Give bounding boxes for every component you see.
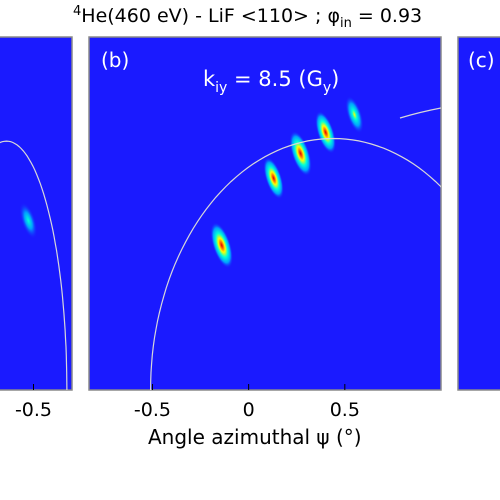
- panel-b-x-ticks: -0.5 0 0.5: [134, 384, 360, 421]
- panel-a-background: [0, 36, 73, 391]
- title-main: He(460 eV) - LiF <110> ;: [81, 5, 327, 27]
- panel-b-label: (b): [101, 48, 129, 72]
- diffraction-spot: [210, 222, 234, 269]
- panel-a-ring-curve: [0, 140, 68, 390]
- x-tick-label: -0.5: [15, 399, 52, 421]
- chart-title: 4He(460 eV) - LiF <110> ; φin = 0.93: [73, 4, 422, 31]
- panel-b-ring-curve: [150, 137, 441, 390]
- panel-b-background: [88, 36, 442, 391]
- diffraction-spot: [289, 130, 312, 177]
- title-tail: = 0.93: [352, 5, 422, 27]
- annotation-k-subscript: iy: [215, 80, 227, 96]
- annotation-k: k: [203, 67, 216, 91]
- panel-b-spots: [210, 95, 441, 269]
- panel-a-spots: [19, 202, 38, 239]
- annotation-value: = 8.5 (G: [227, 67, 322, 91]
- panel-c-label: (c): [468, 48, 495, 72]
- annotation-g-subscript: y: [323, 80, 331, 96]
- diffraction-spot: [345, 95, 364, 134]
- panel-c: (c): [457, 36, 500, 391]
- panel-b-ring-tail: [399, 107, 441, 119]
- panel-a: -0.5: [0, 36, 73, 421]
- title-superscript: 4: [73, 4, 81, 19]
- panel-c-background: [457, 36, 500, 391]
- panel-b: (b) kiy = 8.5 (Gy) -0.5 0 0.5: [88, 36, 442, 421]
- diffraction-spot: [263, 157, 284, 200]
- diffraction-spot: [315, 111, 337, 154]
- title-phi-symbol: φ: [327, 5, 340, 27]
- annotation-close: ): [331, 67, 339, 91]
- x-tick-label: -0.5: [134, 399, 171, 421]
- panel-b-annotation: kiy = 8.5 (Gy): [203, 67, 339, 96]
- x-axis-label: Angle azimuthal ψ (°): [148, 425, 362, 449]
- panel-a-x-ticks: -0.5: [15, 384, 52, 421]
- diffraction-spot: [19, 202, 38, 239]
- title-phi-subscript: in: [340, 16, 352, 31]
- x-tick-label: 0: [243, 399, 255, 421]
- x-tick-label: 0.5: [330, 399, 360, 421]
